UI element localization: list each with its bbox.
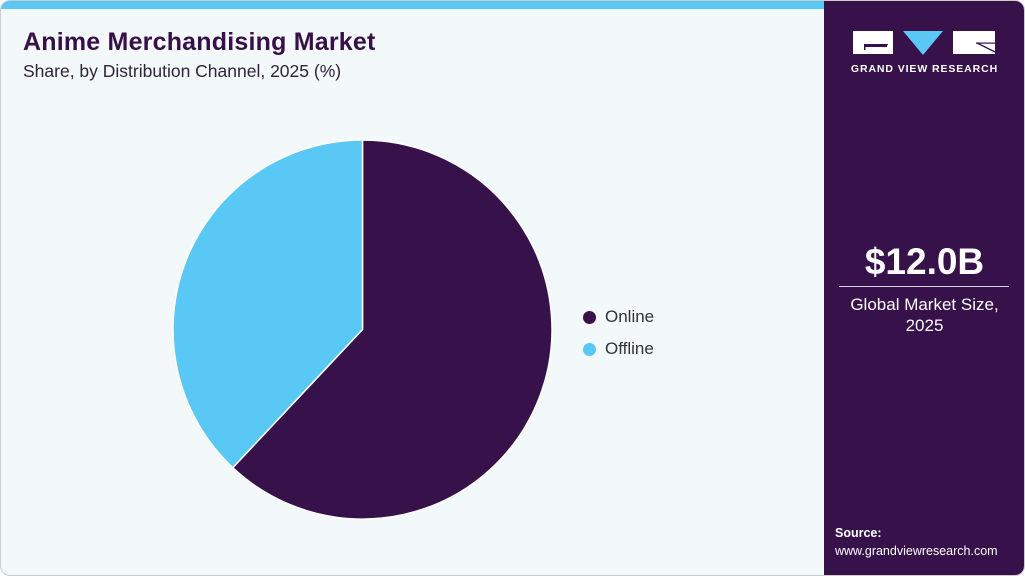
chart-subtitle: Share, by Distribution Channel, 2025 (%)	[23, 61, 342, 81]
chart-title: Anime Merchandising Market	[23, 28, 376, 56]
divider	[839, 286, 1009, 287]
source-link[interactable]: www.grandviewresearch.com	[835, 544, 998, 558]
accent-bar	[1, 1, 824, 9]
legend-item-online: Online	[583, 301, 654, 333]
gvr-logo-icon	[853, 31, 996, 55]
pie-slice-online	[231, 139, 553, 520]
offline-dot-icon	[583, 342, 596, 356]
chart-legend: Online Offline	[583, 301, 654, 365]
online-dot-icon	[583, 310, 596, 324]
market-size-value: $12.0B	[864, 241, 985, 282]
logo-text: GRAND VIEW RESEARCH	[850, 63, 999, 75]
source-label: Source:	[835, 526, 882, 540]
market-size-label: Global Market Size, 2025	[824, 294, 1024, 336]
pie-slice-offline	[172, 139, 364, 469]
pie-chart	[172, 139, 553, 520]
market-label-line2: 2025	[905, 316, 944, 335]
legend-label: Online	[605, 307, 655, 326]
market-label-line1: Global Market Size,	[850, 295, 999, 314]
side-panel: GRAND VIEW RESEARCH $12.0B Global Market…	[824, 1, 1024, 575]
legend-item-offline: Offline	[583, 333, 654, 365]
legend-label: Offline	[605, 339, 654, 358]
